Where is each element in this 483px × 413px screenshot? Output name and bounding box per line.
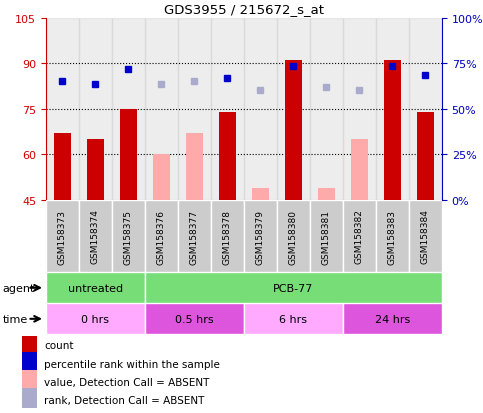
Text: agent: agent — [2, 283, 35, 293]
Bar — [376, 19, 409, 200]
Bar — [46, 200, 79, 273]
Bar — [277, 200, 310, 273]
Text: GSM158376: GSM158376 — [157, 209, 166, 264]
Text: 24 hrs: 24 hrs — [375, 314, 410, 324]
Bar — [22, 334, 38, 354]
Text: GSM158384: GSM158384 — [421, 209, 430, 264]
Bar — [22, 388, 38, 408]
Title: GDS3955 / 215672_s_at: GDS3955 / 215672_s_at — [164, 3, 324, 16]
Text: 0 hrs: 0 hrs — [82, 314, 109, 324]
Bar — [54, 134, 71, 200]
Text: GSM158381: GSM158381 — [322, 209, 331, 264]
Bar — [244, 200, 277, 273]
Bar — [112, 200, 145, 273]
Text: rank, Detection Call = ABSENT: rank, Detection Call = ABSENT — [44, 395, 205, 405]
Bar — [343, 200, 376, 273]
Text: percentile rank within the sample: percentile rank within the sample — [44, 359, 220, 369]
Bar — [87, 140, 104, 200]
Bar — [211, 200, 244, 273]
Text: time: time — [2, 314, 28, 324]
Bar — [186, 134, 203, 200]
Bar — [46, 304, 145, 335]
Bar — [417, 112, 434, 200]
Text: GSM158377: GSM158377 — [190, 209, 199, 264]
Bar — [120, 109, 137, 200]
Bar — [409, 19, 442, 200]
Bar — [211, 19, 244, 200]
Text: GSM158374: GSM158374 — [91, 209, 100, 264]
Bar — [145, 19, 178, 200]
Bar — [343, 19, 376, 200]
Text: 6 hrs: 6 hrs — [280, 314, 307, 324]
Bar — [343, 304, 442, 335]
Text: count: count — [44, 341, 74, 351]
Text: untreated: untreated — [68, 283, 123, 293]
Text: GSM158378: GSM158378 — [223, 209, 232, 264]
Bar — [310, 19, 343, 200]
Bar — [310, 200, 343, 273]
Text: GSM158375: GSM158375 — [124, 209, 133, 264]
Text: GSM158373: GSM158373 — [58, 209, 67, 264]
Bar — [351, 140, 368, 200]
Bar — [244, 19, 277, 200]
Text: GSM158382: GSM158382 — [355, 209, 364, 264]
Bar — [79, 19, 112, 200]
Bar — [318, 188, 335, 200]
Text: 0.5 hrs: 0.5 hrs — [175, 314, 213, 324]
Bar — [153, 155, 170, 200]
Bar — [112, 19, 145, 200]
Bar — [79, 200, 112, 273]
Bar — [376, 200, 409, 273]
Text: value, Detection Call = ABSENT: value, Detection Call = ABSENT — [44, 377, 210, 387]
Text: PCB-77: PCB-77 — [273, 283, 313, 293]
Bar — [285, 61, 302, 200]
Bar — [145, 273, 442, 304]
Text: GSM158380: GSM158380 — [289, 209, 298, 264]
Bar — [22, 370, 38, 390]
Bar — [46, 273, 145, 304]
Bar — [277, 19, 310, 200]
Bar — [384, 61, 401, 200]
Bar — [178, 200, 211, 273]
Bar — [178, 19, 211, 200]
Bar — [145, 200, 178, 273]
Bar — [409, 200, 442, 273]
Bar — [244, 304, 343, 335]
Text: GSM158379: GSM158379 — [256, 209, 265, 264]
Bar — [252, 188, 269, 200]
Bar — [145, 304, 244, 335]
Text: GSM158383: GSM158383 — [388, 209, 397, 264]
Bar — [46, 19, 79, 200]
Bar — [22, 352, 38, 373]
Bar — [219, 112, 236, 200]
